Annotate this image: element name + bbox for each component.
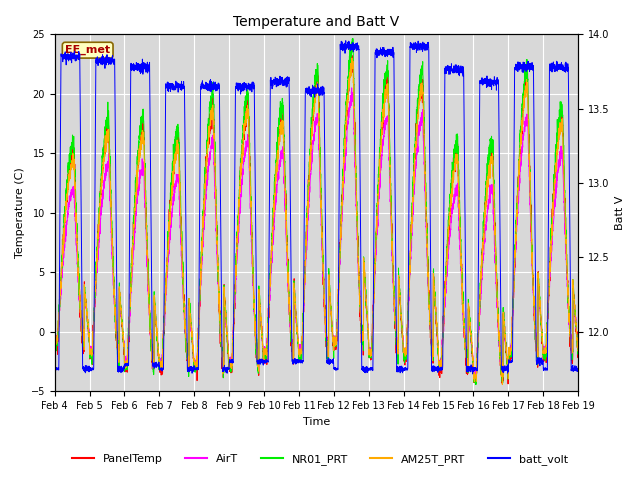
- X-axis label: Time: Time: [303, 417, 330, 427]
- Y-axis label: Batt V: Batt V: [615, 196, 625, 230]
- Y-axis label: Temperature (C): Temperature (C): [15, 168, 25, 258]
- Legend: PanelTemp, AirT, NR01_PRT, AM25T_PRT, batt_volt: PanelTemp, AirT, NR01_PRT, AM25T_PRT, ba…: [68, 450, 572, 469]
- Title: Temperature and Batt V: Temperature and Batt V: [233, 15, 399, 29]
- Text: EE_met: EE_met: [65, 45, 110, 55]
